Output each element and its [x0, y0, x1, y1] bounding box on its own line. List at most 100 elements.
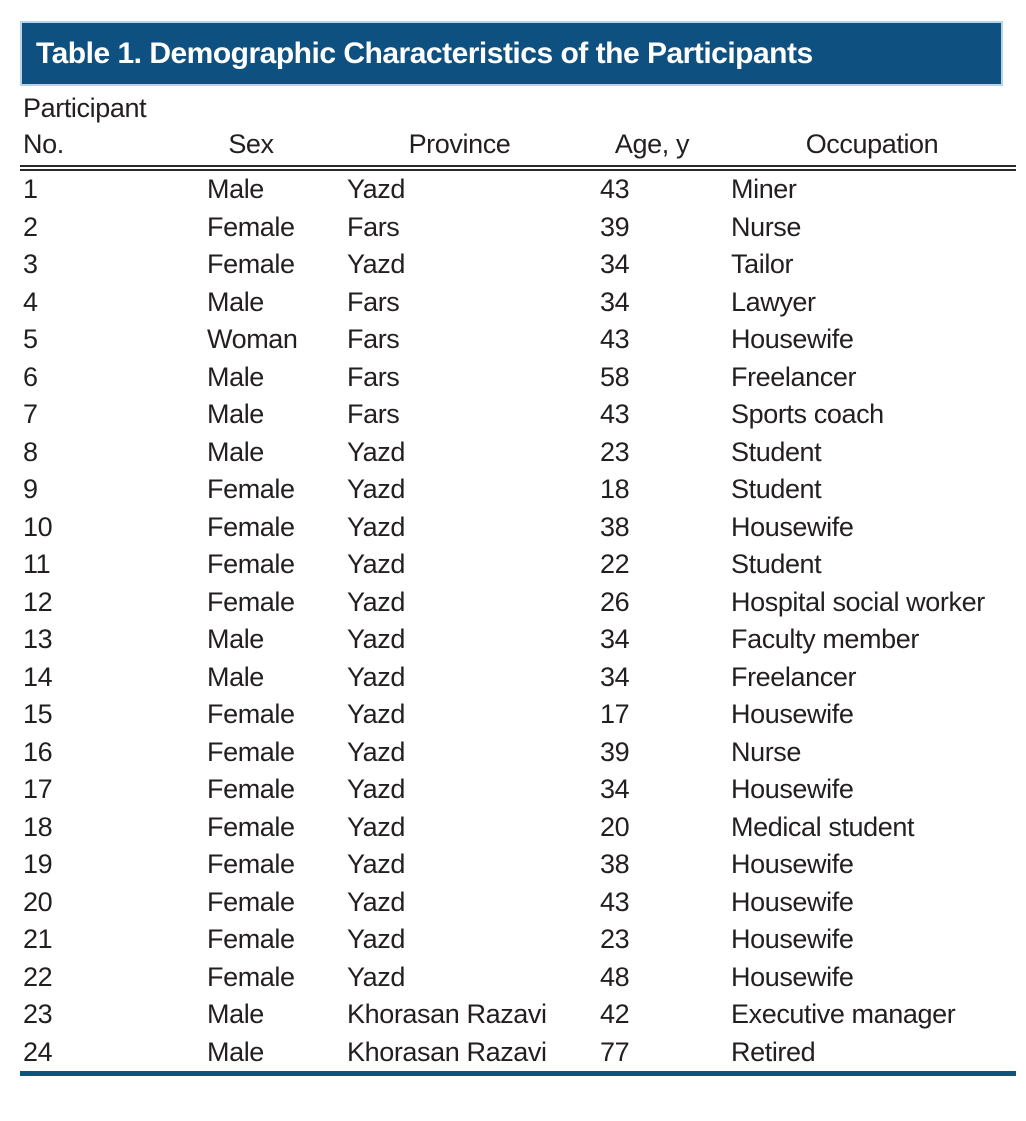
table-row: 17 Female Yazd 34 Housewife [20, 771, 1016, 809]
table-cell-province: Fars [347, 399, 400, 429]
table-cell-age: 58 [600, 361, 630, 392]
table-row: 20 Female Yazd 43 Housewife [20, 884, 1016, 922]
table-cell-age: 39 [600, 736, 630, 767]
table-cell-province: Yazd [347, 774, 405, 804]
table-row: 15 Female Yazd 17 Housewife [20, 696, 1016, 734]
table-row: 8 Male Yazd 23 Student [20, 434, 1016, 472]
table-row: 18 Female Yazd 20 Medical student [20, 809, 1016, 847]
table-cell-participant-no: 18 [23, 811, 53, 842]
table-cell-province: Khorasan Razavi [347, 1036, 547, 1067]
table-row: 16 Female Yazd 39 Nurse [20, 734, 1016, 772]
table-row: 5 Woman Fars 43 Housewife [20, 321, 1016, 359]
table-cell-participant-no: 17 [23, 774, 53, 804]
table-cell-occupation: Housewife [731, 886, 854, 917]
table-cell-occupation: Retired [731, 1036, 816, 1067]
table-cell-province: Yazd [347, 586, 405, 617]
table-cell-age: 43 [600, 174, 630, 204]
table-cell-sex: Male [207, 436, 264, 467]
table-cell-sex: Male [207, 999, 264, 1029]
table-cell-province: Yazd [347, 174, 405, 204]
table-cell-province: Yazd [347, 699, 405, 729]
table-cell-occupation: Housewife [731, 774, 854, 804]
table-cell-occupation: Freelancer [731, 361, 857, 392]
table-cell-sex: Female [207, 961, 295, 992]
table-cell-sex: Male [207, 1036, 264, 1067]
table-cell-participant-no: 21 [23, 924, 53, 954]
table-row: 1 Male Yazd 43 Miner [20, 168, 1016, 209]
table-cell-participant-no: 14 [23, 661, 53, 692]
table-cell-occupation: Hospital social worker [731, 586, 985, 617]
table-cell-sex: Female [207, 774, 295, 804]
table-cell-occupation: Housewife [731, 324, 854, 354]
table-cell-age: 34 [600, 286, 630, 317]
table-cell-age: 17 [600, 699, 630, 729]
table-cell-participant-no: 1 [23, 174, 38, 204]
table-cell-province: Yazd [347, 511, 405, 542]
table-body: 1 Male Yazd 43 Miner 2 Female Fars 39 Nurse 3 Femal… [20, 168, 1016, 1074]
column-header-participant-no: Participant No. [20, 88, 205, 171]
table-cell-age: 22 [600, 549, 630, 579]
table-cell-occupation: Lawyer [731, 286, 816, 317]
table-row: 10 Female Yazd 38 Housewife [20, 509, 1016, 547]
table-cell-age: 77 [600, 1036, 630, 1067]
table-cell-province: Yazd [347, 886, 405, 917]
table-row: 24 Male Khorasan Razavi 77 Retired [20, 1034, 1016, 1074]
table-cell-occupation: Nurse [731, 736, 802, 767]
table-cell-participant-no: 12 [23, 586, 53, 617]
table-cell-occupation: Student [731, 474, 822, 504]
table-cell-sex: Female [207, 811, 295, 842]
table-cell-participant-no: 22 [23, 961, 53, 992]
column-header-participant-line1: Participant [23, 93, 147, 123]
table-cell-age: 20 [600, 811, 630, 842]
column-header-participant-line2: No. [23, 129, 64, 159]
table-cell-occupation: Housewife [731, 699, 854, 729]
column-header-age: Age, y [598, 88, 728, 171]
table-cell-occupation: Faculty member [731, 624, 919, 654]
column-header-sex: Sex [205, 88, 345, 171]
table-row: 9 Female Yazd 18 Student [20, 471, 1016, 509]
table-cell-occupation: Executive manager [731, 999, 956, 1029]
table-cell-province: Yazd [347, 849, 405, 879]
table-cell-occupation: Sports coach [731, 399, 884, 429]
table-cell-province: Yazd [347, 436, 405, 467]
table-cell-participant-no: 23 [23, 999, 53, 1029]
table-cell-participant-no: 11 [23, 549, 51, 579]
table-cell-province: Yazd [347, 624, 405, 654]
table-cell-participant-no: 7 [23, 399, 38, 429]
table-row: 12 Female Yazd 26 Hospital social worker [20, 584, 1016, 622]
table-header-row: Participant No. Sex Province Age, y Occu… [20, 88, 1016, 171]
column-header-province: Province [345, 88, 598, 171]
table-cell-province: Fars [347, 361, 400, 392]
table-row: 23 Male Khorasan Razavi 42 Executive manager [20, 996, 1016, 1034]
table-cell-sex: Female [207, 736, 295, 767]
table-header: Participant No. Sex Province Age, y Occu… [20, 88, 1016, 171]
table-row: 11 Female Yazd 22 Student [20, 546, 1016, 584]
table-cell-age: 42 [600, 999, 630, 1029]
table-cell-province: Yazd [347, 924, 405, 954]
table-cell-age: 39 [600, 211, 630, 242]
table-cell-occupation: Housewife [731, 511, 854, 542]
table-cell-participant-no: 9 [23, 474, 38, 504]
table-row: 3 Female Yazd 34 Tailor [20, 246, 1016, 284]
paper-table-figure: Table 1. Demographic Characteristics of … [0, 21, 1026, 1121]
table-cell-age: 34 [600, 774, 630, 804]
table-cell-participant-no: 4 [23, 286, 38, 317]
table-cell-occupation: Housewife [731, 961, 854, 992]
table-cell-participant-no: 3 [23, 249, 38, 279]
table-cell-age: 18 [600, 474, 630, 504]
table-cell-sex: Female [207, 699, 295, 729]
table-row: 21 Female Yazd 23 Housewife [20, 921, 1016, 959]
table-row: 22 Female Yazd 48 Housewife [20, 959, 1016, 997]
table-cell-sex: Male [207, 661, 264, 692]
table-cell-province: Khorasan Razavi [347, 999, 547, 1029]
table-cell-age: 34 [600, 249, 630, 279]
table-cell-occupation: Student [731, 549, 822, 579]
table-cell-sex: Female [207, 511, 295, 542]
table-cell-age: 43 [600, 324, 630, 354]
table-cell-province: Fars [347, 324, 400, 354]
table-cell-occupation: Housewife [731, 849, 854, 879]
table-cell-sex: Female [207, 849, 295, 879]
table-cell-participant-no: 15 [23, 699, 53, 729]
table-title-bar: Table 1. Demographic Characteristics of … [20, 21, 1003, 86]
table-row: 19 Female Yazd 38 Housewife [20, 846, 1016, 884]
